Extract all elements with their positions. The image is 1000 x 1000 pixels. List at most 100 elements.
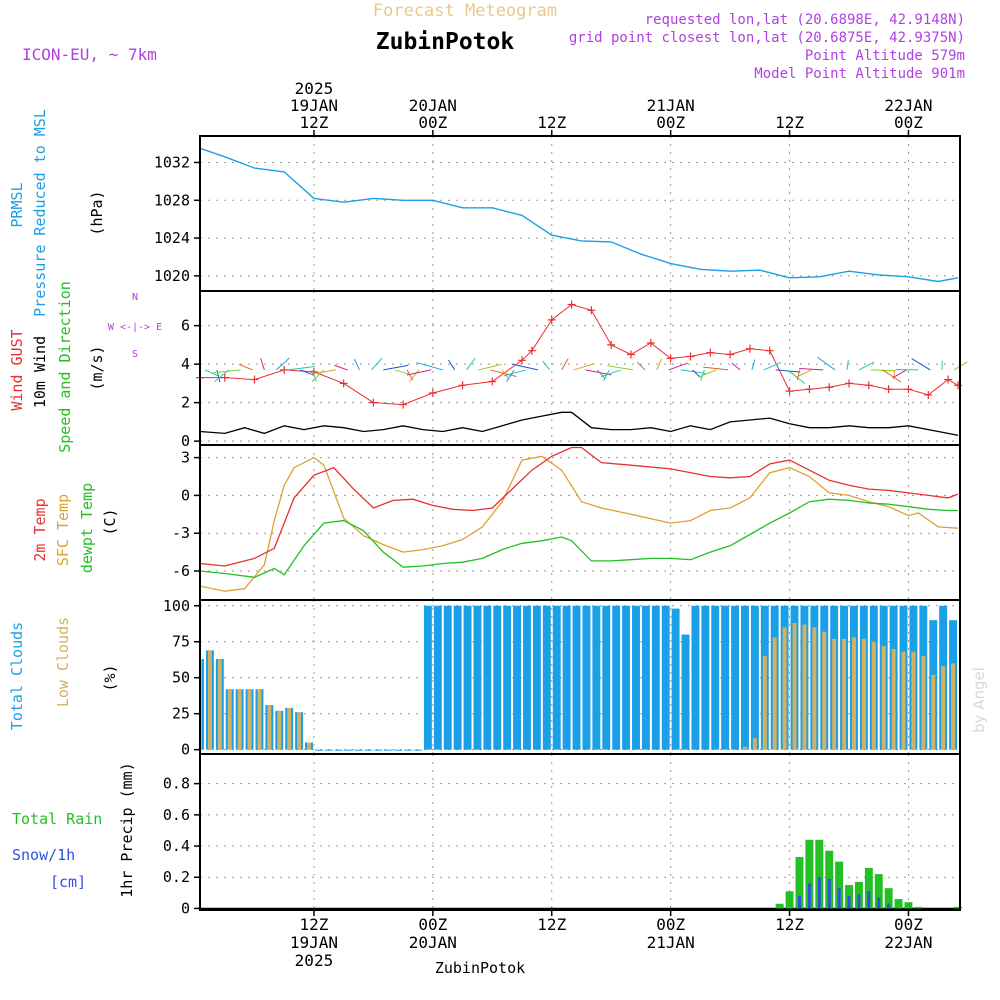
snow-bar — [887, 903, 891, 909]
total-cloud-bar — [542, 605, 551, 750]
low-cloud-bar — [742, 746, 747, 750]
total-cloud-bar — [552, 605, 561, 750]
wind-arrow — [751, 359, 756, 371]
y-tick-label: 0 — [181, 486, 190, 504]
gust-marker — [845, 379, 854, 388]
low-cloud-bar — [842, 638, 847, 750]
snow-bar — [837, 888, 841, 909]
y-tick-label: 75 — [172, 633, 190, 651]
low-cloud-bar — [762, 656, 767, 750]
wind-arrow — [763, 361, 782, 371]
wind-arrow — [506, 369, 515, 382]
total-cloud-bar — [622, 605, 631, 750]
gust-marker — [785, 387, 794, 396]
low-cloud-bar — [802, 624, 807, 750]
wind-arrow — [238, 363, 253, 371]
wind-arrow — [607, 365, 634, 371]
wind-arrow — [795, 369, 812, 379]
bottom-time-label: 00Z — [656, 915, 685, 934]
panel-temperature: -6 -3 0 3 2m Temp SFC Temp dewpt Temp (C) — [31, 444, 961, 601]
y-tick-label: 4 — [181, 355, 190, 373]
total-cloud-bar — [443, 605, 452, 750]
top-time-label: 12Z — [775, 113, 804, 132]
bottom-time-label: 12Z — [299, 915, 328, 934]
total-cloud-bar — [354, 749, 363, 751]
gust-marker — [686, 352, 695, 361]
total-cloud-bar — [503, 605, 512, 750]
dewpoint-line — [200, 498, 958, 578]
low-cloud-bar — [812, 627, 817, 750]
rain-bar — [874, 874, 883, 909]
total-cloud-bar — [721, 605, 730, 750]
sfc-temp-line — [200, 455, 959, 592]
gust-marker — [864, 381, 873, 390]
bottom-time-label: 00Z — [418, 915, 447, 934]
gust-marker — [924, 390, 933, 399]
total-cloud-bar — [532, 605, 541, 750]
total-cloud-bar — [433, 605, 442, 750]
snow-bar — [867, 891, 871, 909]
footer-location: ZubinPotok — [435, 959, 525, 977]
y-tick-label: 0.8 — [163, 775, 190, 793]
wind-arrow — [892, 369, 907, 379]
rain-bar — [805, 839, 814, 909]
top-time-label: 20JAN — [409, 96, 457, 115]
total-cloud-bar — [483, 605, 492, 750]
clouds-unit: (%) — [101, 664, 119, 691]
y-tick-label: 1028 — [154, 191, 190, 209]
wind-arrow — [911, 358, 931, 371]
gust-marker — [666, 354, 675, 363]
wind-arrow — [596, 369, 606, 379]
wind-arrow — [796, 369, 800, 381]
gust-marker — [825, 383, 834, 392]
low-cloud-bar — [277, 710, 282, 750]
rain-bar — [795, 856, 804, 909]
snow-label: Snow/1h — [12, 846, 75, 864]
total-cloud-bar — [374, 749, 383, 751]
y-tick-label: -6 — [172, 562, 190, 580]
low-cloud-bar — [207, 650, 212, 750]
low-cloud-bar — [931, 674, 936, 750]
y-tick-label: 0.4 — [163, 837, 190, 855]
total-cloud-bar — [314, 749, 323, 751]
gust-marker — [399, 400, 408, 409]
wind-arrow — [416, 362, 443, 371]
low-cloud-bar — [752, 738, 757, 750]
low-cloud-bar — [217, 659, 222, 750]
location-title: ZubinPotok — [376, 29, 515, 55]
panel-pressure: 1020 1024 1028 1032 PRMSL Pressure Reduced to… — [8, 109, 961, 317]
gust-marker — [547, 315, 556, 324]
total-cloud-bar — [384, 749, 393, 751]
wind-arrow — [858, 361, 875, 371]
wind-arrow — [636, 361, 646, 371]
wind-arrow — [478, 363, 502, 371]
model-altitude: Model Point Altitude 901m — [754, 66, 965, 82]
panel-precip: 0 0.2 0.4 0.6 0.8 Total Rain Snow/1h [cm] 1hr Pr… — [12, 753, 962, 917]
low-cloud-bar — [822, 631, 827, 750]
gust-marker — [726, 350, 735, 359]
wind-arrow — [731, 362, 741, 371]
wind-arrow — [703, 366, 729, 371]
bottom-time-label: 19JAN — [290, 933, 338, 952]
rain-bar — [864, 867, 873, 909]
total-cloud-bar — [741, 605, 749, 750]
y-tick-label: 2 — [181, 394, 190, 412]
panel-frame — [199, 135, 961, 292]
wind-arrow — [668, 362, 688, 371]
requested-coords: requested lon,lat (20.6898E, 42.9148N) — [645, 12, 965, 28]
total-cloud-bar — [404, 749, 413, 751]
wind-arrow — [334, 364, 348, 371]
y-tick-label: 1020 — [154, 267, 190, 285]
wind-arrow — [383, 364, 409, 371]
low-cloud-bar — [941, 666, 946, 750]
total-cloud-bar — [453, 605, 462, 750]
compass-we: W <-|-> E — [108, 322, 162, 333]
gust-marker — [527, 346, 536, 355]
watermark: by Angel — [970, 667, 988, 733]
total-cloud-bar — [602, 605, 611, 750]
wind-arrow — [799, 367, 824, 371]
low-cloud-bar — [861, 638, 866, 750]
low-cloud-bar — [961, 653, 965, 749]
total-cloud-bar — [493, 605, 502, 750]
